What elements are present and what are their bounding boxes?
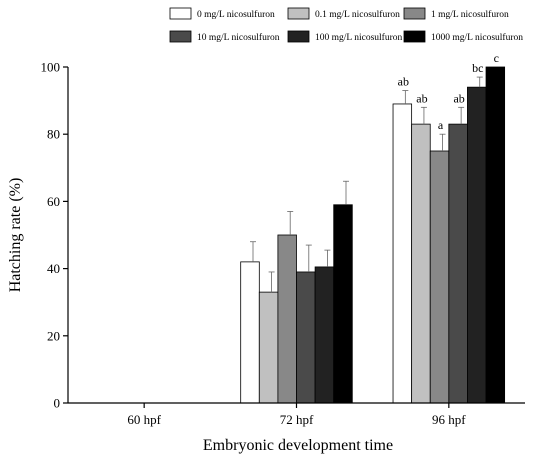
legend-swatch-2	[403, 7, 426, 20]
error-bars-group	[250, 76, 483, 293]
legend-swatch-1	[287, 7, 310, 20]
bar-2-0	[392, 103, 413, 404]
significance-label-2-0: ab	[398, 75, 409, 89]
y-tick-label-100: 100	[41, 60, 61, 75]
y-tick-label-60: 60	[47, 194, 60, 209]
bar-2-1	[411, 123, 431, 404]
significance-label-2-2: a	[438, 118, 444, 132]
x-axis-title: Embryonic development time	[203, 437, 393, 454]
x-tick-label-1: 72 hpf	[280, 412, 314, 427]
legend-swatch-5	[403, 30, 426, 43]
legend: 0 mg/L nicosulfuron 0.1 mg/L nicosulfuron…	[169, 7, 523, 43]
significance-label-2-1: ab	[416, 91, 427, 105]
y-tick-label-40: 40	[47, 261, 60, 276]
axes-group: 0 20 40 60 80 100 60 hpf 72 hpf 96 hpf	[41, 60, 525, 427]
bar-2-2	[429, 150, 450, 404]
legend-label-0: 0 mg/L nicosulfuron	[197, 9, 275, 20]
legend-swatch-4	[287, 30, 310, 43]
legend-label-1: 0.1 mg/L nicosulfuron	[315, 9, 400, 20]
bar-1-3	[296, 271, 316, 404]
bar-1-5	[333, 204, 353, 404]
significance-label-2-5: c	[494, 51, 499, 65]
significance-label-2-4: bc	[472, 61, 483, 75]
y-tick-label-80: 80	[47, 127, 60, 142]
bar-1-4	[314, 266, 335, 404]
y-tick-label-20: 20	[47, 328, 60, 343]
y-tick-label-0: 0	[54, 396, 61, 411]
legend-label-3: 10 mg/L nicosulfuron	[197, 32, 280, 43]
bar-2-4	[467, 86, 487, 404]
y-axis-title: Hatching rate (%)	[7, 178, 24, 293]
bar-1-2	[277, 234, 297, 404]
significance-label-2-3: ab	[453, 91, 464, 105]
bars-group	[240, 66, 506, 404]
legend-swatch-0	[169, 7, 192, 20]
bar-1-0	[240, 261, 260, 404]
legend-swatch-3	[169, 30, 192, 43]
bar-2-3	[448, 123, 468, 404]
bar-1-1	[258, 291, 279, 404]
x-tick-label-2: 96 hpf	[432, 412, 466, 427]
legend-label-5: 1000 mg/L nicosulfuron	[431, 32, 523, 43]
legend-label-4: 100 mg/L nicosulfuron	[315, 32, 402, 43]
legend-label-2: 1 mg/L nicosulfuron	[431, 9, 509, 20]
bar-2-5	[485, 66, 506, 404]
x-tick-label-0: 60 hpf	[127, 412, 161, 427]
